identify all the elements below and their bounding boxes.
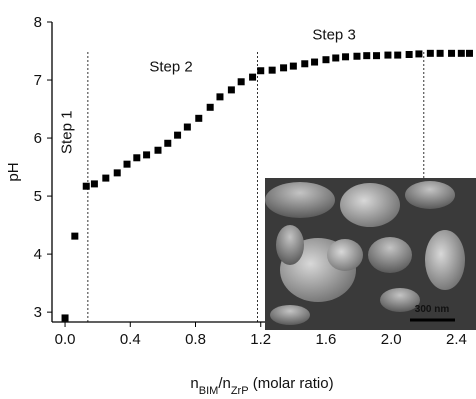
y-tick-label: 3 <box>34 304 42 321</box>
data-point <box>102 174 110 182</box>
data-point <box>164 139 172 147</box>
data-point <box>268 66 276 74</box>
data-point <box>373 52 381 60</box>
x-label-part: /n <box>218 375 231 392</box>
data-point <box>405 50 413 58</box>
data-point <box>249 73 257 81</box>
step-label: Step 1 <box>59 111 76 154</box>
x-tick-label: 0.0 <box>55 331 76 348</box>
data-point <box>216 93 224 101</box>
x-tick-label: 0.8 <box>185 331 206 348</box>
data-point <box>183 123 191 131</box>
y-axis-label: pH <box>5 162 22 181</box>
data-point <box>174 131 182 139</box>
data-point <box>71 232 79 240</box>
data-point <box>311 58 319 66</box>
data-point <box>436 49 444 57</box>
x-label-part: (molar ratio) <box>249 375 334 392</box>
data-point <box>82 182 90 190</box>
x-tick-label: 1.6 <box>316 331 337 348</box>
data-point <box>113 169 121 177</box>
data-point <box>415 50 423 58</box>
data-point <box>280 64 288 72</box>
data-point <box>289 62 297 70</box>
data-point <box>457 49 465 57</box>
data-point <box>154 146 162 154</box>
y-tick-label: 8 <box>34 14 42 31</box>
x-tick-label: 2.0 <box>381 331 402 348</box>
data-point <box>90 180 98 188</box>
data-point <box>195 114 203 122</box>
data-point <box>133 154 141 162</box>
step-label: Step 2 <box>149 58 192 75</box>
y-tick-label: 7 <box>34 72 42 89</box>
data-point <box>394 51 402 59</box>
data-point <box>257 67 265 75</box>
data-point <box>206 103 214 111</box>
data-point <box>227 86 235 94</box>
data-point <box>363 52 371 60</box>
data-point <box>143 151 151 159</box>
x-tick-label: 1.2 <box>250 331 271 348</box>
data-point <box>301 60 309 68</box>
data-point <box>61 314 69 322</box>
data-point <box>332 54 340 62</box>
data-point <box>342 53 350 61</box>
x-label-part: n <box>190 375 198 392</box>
data-point <box>426 49 434 57</box>
x-tick-label: 0.4 <box>120 331 141 348</box>
step-label: Step 3 <box>312 26 355 43</box>
data-point <box>465 49 473 57</box>
data-point <box>322 56 330 64</box>
y-tick-label: 6 <box>34 130 42 147</box>
x-label-part: BIM <box>199 385 219 397</box>
data-point <box>384 51 392 59</box>
data-point <box>123 160 131 168</box>
y-tick-label: 4 <box>34 246 42 263</box>
data-point <box>448 49 456 57</box>
y-tick-label: 5 <box>34 188 42 205</box>
inset-image: 300 nm <box>265 178 476 330</box>
x-axis-label: nBIM/nZrP (molar ratio) <box>190 375 333 397</box>
data-point <box>237 78 245 86</box>
x-label-part: ZrP <box>231 385 249 397</box>
scale-label: 300 nm <box>415 304 450 315</box>
data-point <box>353 52 361 60</box>
x-tick-label: 2.4 <box>446 331 467 348</box>
